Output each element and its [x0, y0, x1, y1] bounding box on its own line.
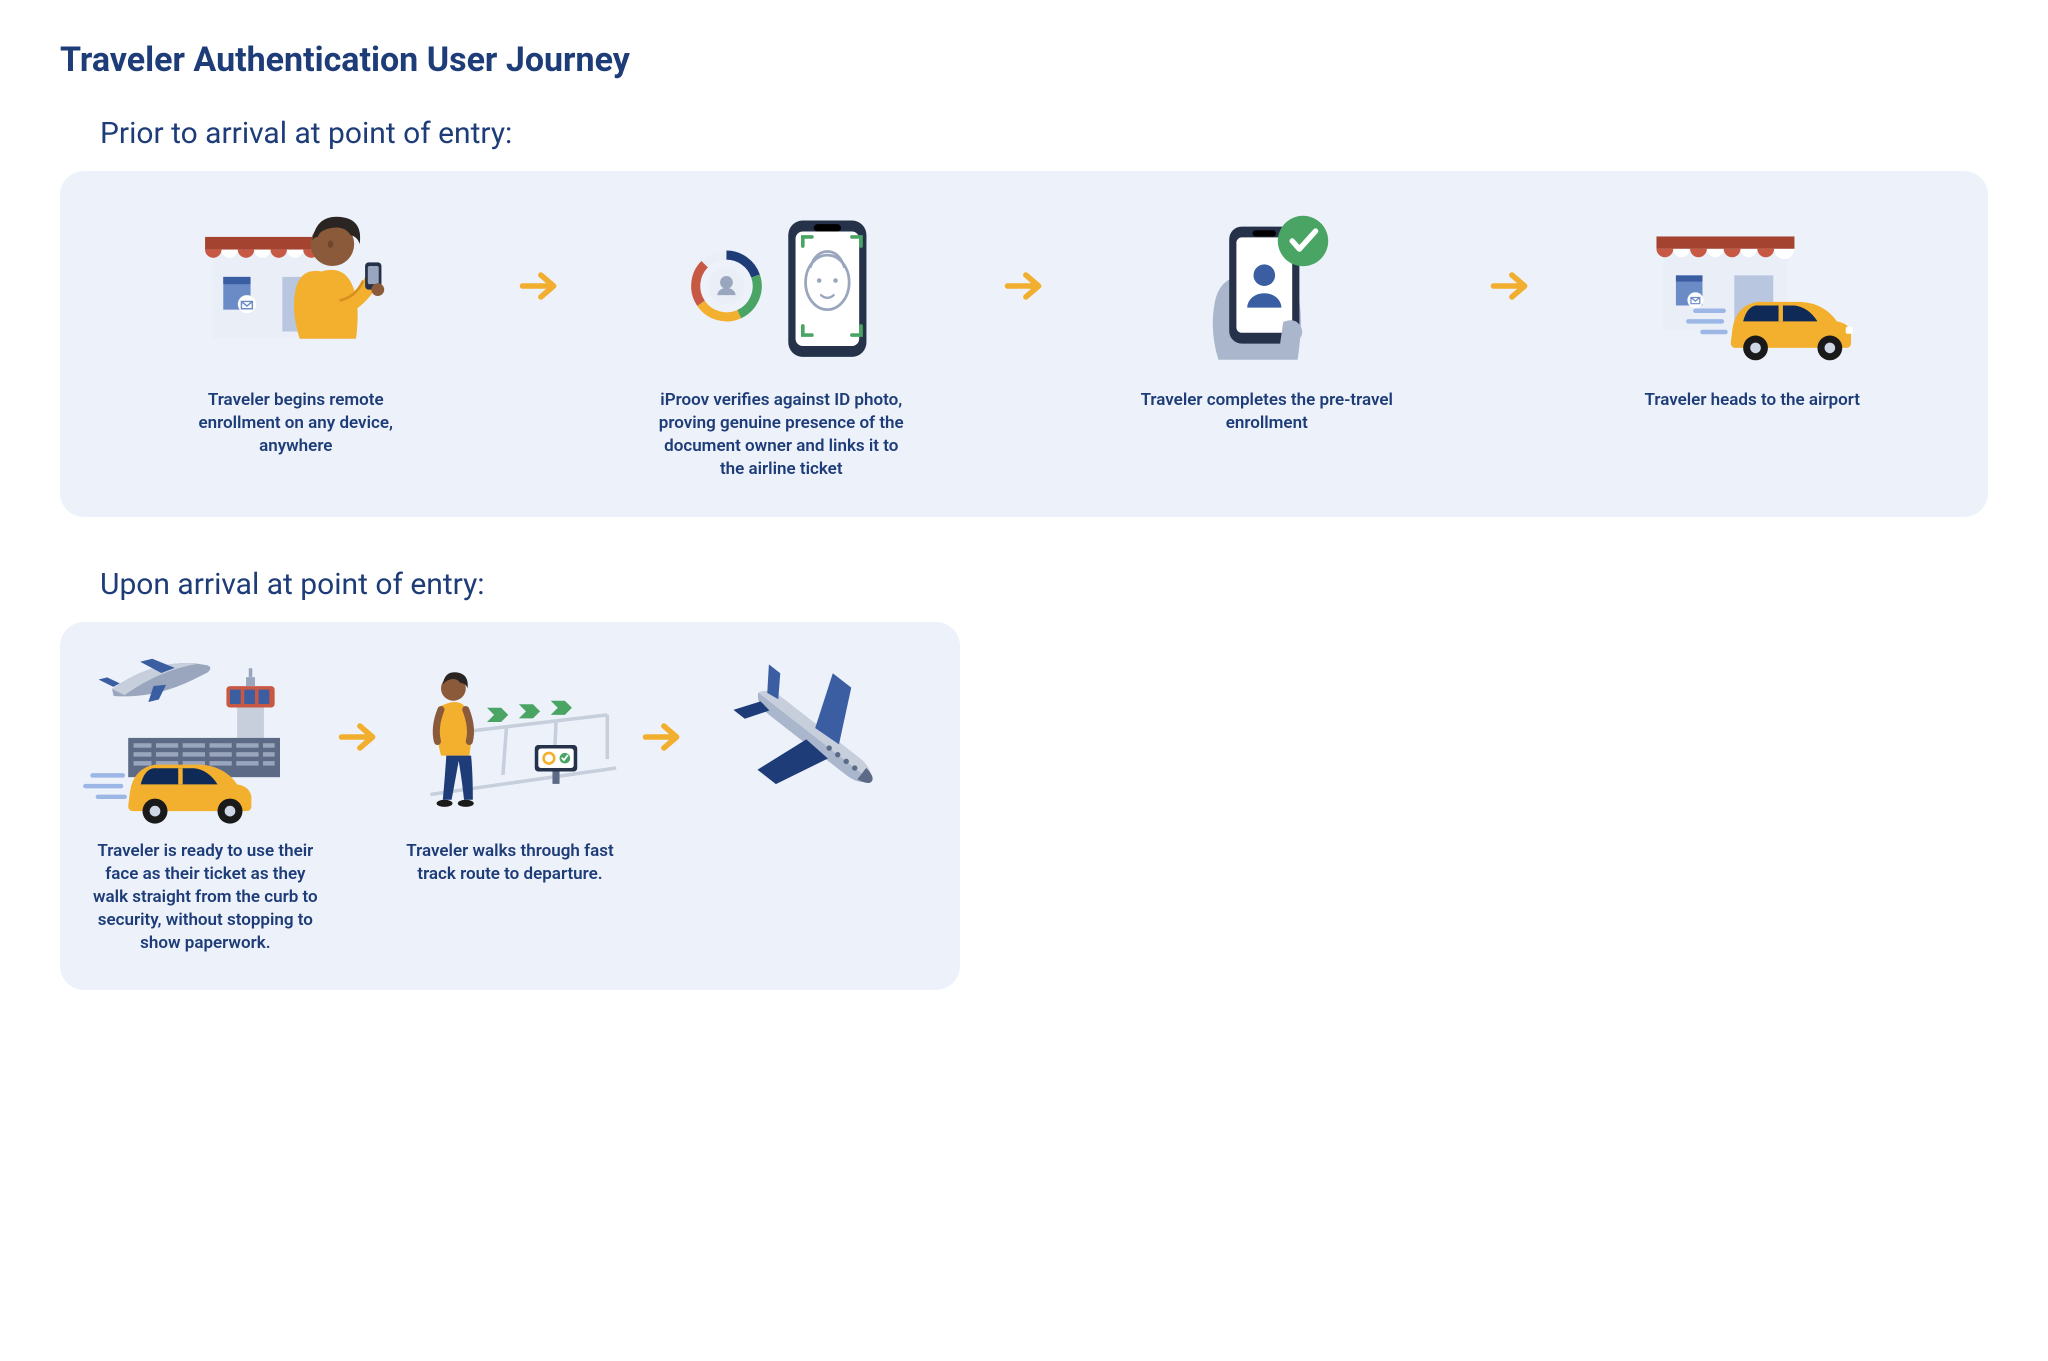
hand-phone-check-icon [1177, 201, 1357, 371]
airport-arrival-icon [80, 652, 330, 822]
flow-arrow-icon [504, 201, 574, 371]
step-caption: Traveler walks through fast track route … [393, 840, 628, 886]
step-departure [697, 652, 932, 840]
step-verify: iProov verifies against ID photo, provin… [574, 201, 990, 481]
step-fast-track: Traveler walks through fast track route … [393, 652, 628, 886]
flow-arrow-icon [989, 201, 1059, 371]
store-car-icon [1637, 201, 1867, 371]
airplane-icon [725, 652, 905, 822]
flow-row-prior: Traveler begins remote enrollment on any… [88, 201, 1960, 481]
fast-track-walk-icon [395, 652, 625, 822]
section-title-prior: Prior to arrival at point of entry: [100, 116, 1988, 151]
flow-arrow-icon [1475, 201, 1545, 371]
step-caption: Traveler is ready to use their face as t… [88, 840, 323, 955]
flow-row-upon: Traveler is ready to use their face as t… [88, 652, 932, 955]
section-panel-prior: Traveler begins remote enrollment on any… [60, 171, 1988, 517]
step-arrival: Traveler is ready to use their face as t… [88, 652, 323, 955]
step-heads-airport: Traveler heads to the airport [1545, 201, 1961, 412]
page-title: Traveler Authentication User Journey [60, 40, 1988, 80]
step-caption: iProov verifies against ID photo, provin… [651, 389, 911, 481]
step-caption: Traveler begins remote enrollment on any… [166, 389, 426, 458]
step-caption: Traveler heads to the airport [1645, 389, 1860, 412]
verify-phone-icon [681, 201, 881, 371]
section-panel-upon: Traveler is ready to use their face as t… [60, 622, 960, 991]
flow-arrow-icon [627, 652, 697, 822]
step-caption: Traveler completes the pre-travel enroll… [1137, 389, 1397, 435]
step-enrollment: Traveler begins remote enrollment on any… [88, 201, 504, 458]
flow-arrow-icon [323, 652, 393, 822]
section-title-upon: Upon arrival at point of entry: [100, 567, 1988, 602]
step-complete: Traveler completes the pre-travel enroll… [1059, 201, 1475, 435]
person-store-phone-icon [196, 201, 396, 371]
